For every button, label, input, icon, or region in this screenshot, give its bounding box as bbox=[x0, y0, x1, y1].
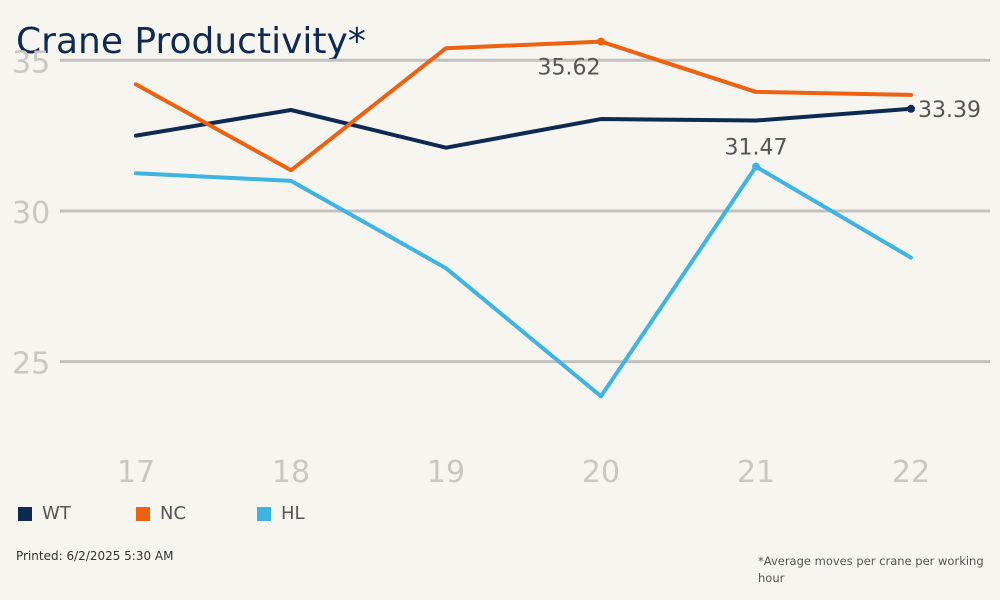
legend-swatch-wt bbox=[18, 506, 32, 521]
y-axis-ticks: 25 30 35 bbox=[12, 45, 50, 381]
series-line-wt bbox=[134, 106, 913, 150]
x-tick-label-17: 17 bbox=[117, 455, 155, 490]
series-line-nc bbox=[134, 39, 913, 173]
legend-item-wt[interactable]: WT bbox=[18, 503, 71, 524]
series-line-hl bbox=[134, 164, 913, 399]
x-tick-label-19: 19 bbox=[427, 455, 465, 490]
data-label-nc-20: 35.62 bbox=[538, 56, 601, 81]
y-tick-label-35: 35 bbox=[12, 45, 50, 80]
legend-swatch-nc bbox=[136, 506, 150, 521]
chart-title: Crane Productivity* bbox=[16, 21, 366, 62]
data-label-wt-22: 33.39 bbox=[918, 98, 981, 123]
data-labels: 35.62 31.47 33.39 bbox=[538, 37, 981, 171]
x-tick-label-20: 20 bbox=[582, 455, 620, 490]
legend-label-nc: NC bbox=[160, 503, 187, 524]
printed-timestamp: Printed: 6/2/2025 5:30 AM bbox=[16, 549, 174, 563]
legend-swatch-hl bbox=[257, 506, 271, 521]
marker-wt-22 bbox=[907, 104, 915, 113]
marker-hl-21 bbox=[752, 162, 760, 171]
legend-label-hl: HL bbox=[281, 503, 305, 524]
legend-label-wt: WT bbox=[42, 503, 71, 524]
legend-item-hl[interactable]: HL bbox=[257, 503, 305, 524]
footnote: *Average moves per crane per working hou… bbox=[758, 554, 984, 585]
marker-nc-20 bbox=[597, 37, 605, 46]
x-tick-label-18: 18 bbox=[272, 455, 310, 490]
x-tick-label-21: 21 bbox=[737, 455, 775, 490]
legend-item-nc[interactable]: NC bbox=[136, 503, 186, 524]
legend: WT NC HL bbox=[0, 503, 1000, 527]
line-chart: 25 30 35 17 18 19 20 21 22 35.62 31.47 33.39 bbox=[12, 37, 990, 490]
gridlines bbox=[60, 58, 990, 364]
data-label-hl-21: 31.47 bbox=[725, 136, 788, 161]
series-lines bbox=[134, 39, 913, 399]
y-tick-label-25: 25 bbox=[12, 347, 50, 382]
x-axis-ticks: 17 18 19 20 21 22 bbox=[117, 455, 930, 490]
x-tick-label-22: 22 bbox=[892, 455, 930, 490]
y-tick-label-30: 30 bbox=[12, 196, 50, 231]
